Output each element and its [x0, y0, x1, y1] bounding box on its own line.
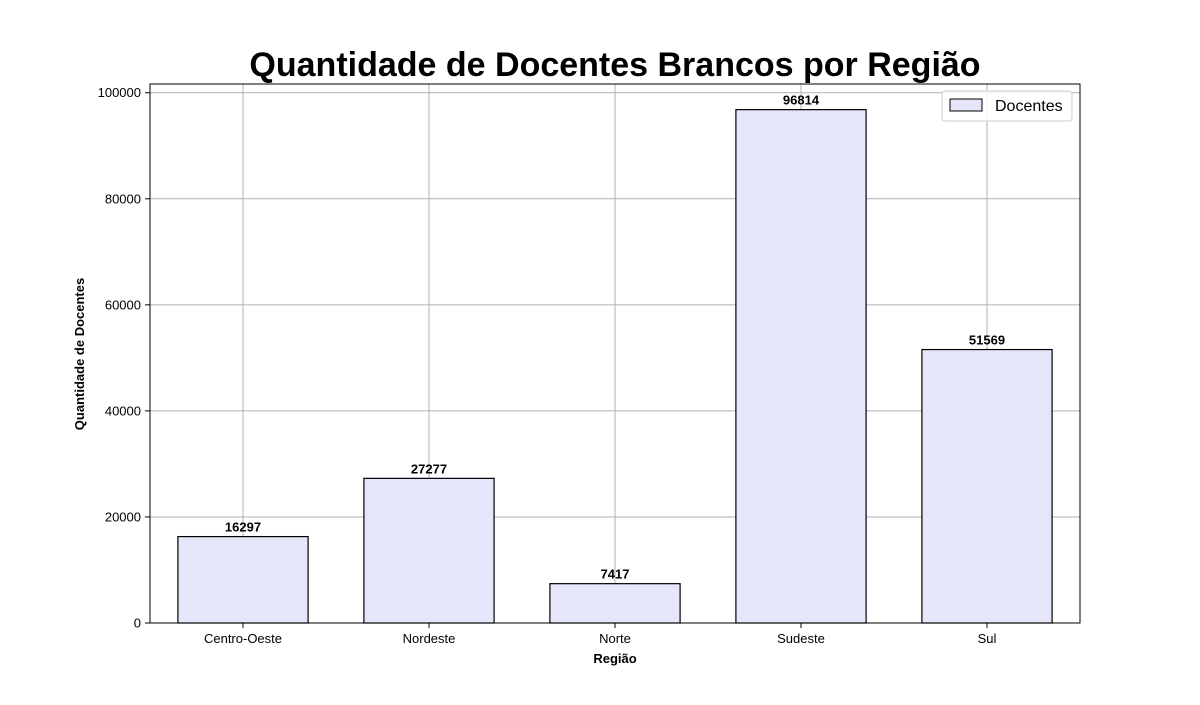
- bar-centro-oeste[interactable]: [177, 535, 309, 624]
- x-tick-label: Centro-Oeste: [204, 631, 282, 646]
- x-axis-ticks: Centro-Oeste Nordeste Norte Sudeste Sul: [204, 623, 997, 646]
- y-tick-label: 60000: [105, 297, 141, 312]
- x-tick-label: Sudeste: [777, 631, 825, 646]
- legend-swatch: [949, 98, 983, 112]
- y-axis-label: Quantidade de Docentes: [72, 278, 87, 430]
- data-label: 7417: [601, 567, 630, 582]
- plot-frame: [149, 83, 1081, 624]
- chart-title: Quantidade de Docentes Brancos por Regiã…: [249, 46, 980, 84]
- data-label: 51569: [969, 333, 1005, 348]
- bar-sudeste[interactable]: [735, 109, 867, 624]
- x-axis-label: Região: [593, 651, 636, 666]
- y-axis-ticks: 0 20000 40000 60000 80000 100000: [98, 85, 150, 631]
- y-tick-label: 40000: [105, 403, 141, 418]
- y-tick-label: 20000: [105, 509, 141, 524]
- data-label: 96814: [783, 93, 820, 108]
- legend[interactable]: Docentes: [941, 90, 1073, 122]
- x-tick-label: Norte: [599, 631, 631, 646]
- x-tick-label: Sul: [978, 631, 997, 646]
- bars: [177, 109, 1053, 624]
- y-tick-label: 100000: [98, 85, 141, 100]
- x-tick-label: Nordeste: [403, 631, 456, 646]
- y-tick-label: 0: [134, 616, 141, 631]
- legend-label: Docentes: [995, 98, 1063, 115]
- bar-norte[interactable]: [549, 583, 681, 624]
- y-tick-label: 80000: [105, 191, 141, 206]
- data-labels: 16297 27277 7417 96814 51569: [225, 93, 1005, 582]
- bar-sul[interactable]: [921, 348, 1053, 624]
- data-label: 27277: [411, 461, 447, 476]
- data-label: 16297: [225, 520, 261, 535]
- bar-nordeste[interactable]: [363, 477, 495, 624]
